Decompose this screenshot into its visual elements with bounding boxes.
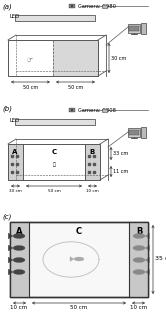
Text: 33 cm: 33 cm (113, 151, 128, 156)
Text: C: C (76, 227, 82, 236)
FancyBboxPatch shape (128, 128, 140, 137)
Text: (b): (b) (2, 105, 12, 111)
Ellipse shape (13, 246, 25, 251)
Ellipse shape (133, 257, 145, 262)
Text: 30 cm: 30 cm (111, 56, 126, 61)
FancyBboxPatch shape (102, 4, 107, 7)
Polygon shape (70, 256, 74, 261)
Text: 35 cm: 35 cm (155, 256, 166, 261)
FancyBboxPatch shape (129, 129, 139, 135)
FancyBboxPatch shape (15, 15, 95, 21)
FancyBboxPatch shape (129, 26, 139, 31)
Ellipse shape (133, 270, 145, 275)
Ellipse shape (133, 233, 145, 238)
Text: Camera: C980: Camera: C980 (78, 3, 116, 8)
FancyBboxPatch shape (129, 222, 148, 297)
Text: B: B (136, 227, 142, 236)
Text: (a): (a) (2, 3, 12, 9)
FancyBboxPatch shape (141, 127, 146, 138)
Text: 50 cm: 50 cm (48, 189, 60, 193)
Polygon shape (8, 233, 13, 239)
Polygon shape (145, 269, 150, 275)
Text: (c): (c) (2, 213, 11, 220)
FancyBboxPatch shape (69, 108, 75, 112)
FancyBboxPatch shape (128, 24, 140, 32)
Ellipse shape (13, 257, 25, 262)
FancyBboxPatch shape (10, 222, 29, 297)
Text: Camera: C808: Camera: C808 (78, 108, 116, 113)
Text: 11 cm: 11 cm (113, 169, 128, 174)
Circle shape (71, 109, 73, 111)
Ellipse shape (74, 257, 84, 261)
Ellipse shape (13, 233, 25, 238)
Text: C: C (51, 149, 57, 155)
Text: LED: LED (10, 119, 20, 124)
FancyBboxPatch shape (102, 109, 107, 111)
Text: 30 cm: 30 cm (9, 189, 22, 193)
Text: 50 cm: 50 cm (70, 305, 88, 310)
Text: LED: LED (10, 14, 20, 19)
Text: ☞: ☞ (26, 57, 32, 63)
Polygon shape (85, 144, 100, 180)
Circle shape (71, 5, 73, 7)
FancyBboxPatch shape (141, 23, 146, 34)
Polygon shape (8, 257, 13, 263)
Polygon shape (145, 233, 150, 239)
Text: 50 cm: 50 cm (68, 85, 83, 90)
Text: A: A (12, 149, 18, 155)
Text: A: A (16, 227, 22, 236)
Text: 10 cm: 10 cm (86, 189, 99, 193)
Text: 10 cm: 10 cm (10, 305, 28, 310)
Text: 🐌: 🐌 (53, 162, 55, 167)
Text: B: B (89, 149, 95, 155)
FancyBboxPatch shape (10, 222, 148, 297)
Ellipse shape (13, 270, 25, 275)
Polygon shape (145, 245, 150, 251)
Polygon shape (53, 40, 98, 76)
FancyBboxPatch shape (69, 4, 75, 8)
Text: 10 cm: 10 cm (130, 305, 148, 310)
Polygon shape (8, 144, 23, 180)
Text: 50 cm: 50 cm (23, 85, 38, 90)
FancyBboxPatch shape (15, 119, 95, 125)
Polygon shape (8, 245, 13, 251)
Polygon shape (145, 257, 150, 263)
Ellipse shape (133, 246, 145, 251)
Polygon shape (8, 269, 13, 275)
